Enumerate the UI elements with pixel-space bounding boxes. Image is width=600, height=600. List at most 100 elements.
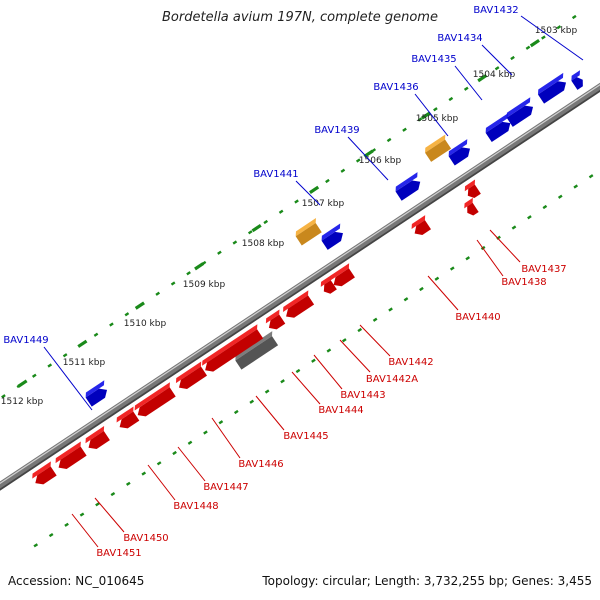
gene-arrow-top [464,179,476,192]
scale-label: 1508 kbp [242,239,285,249]
gene-label: BAV1449 [3,335,48,346]
tick-mark [417,117,423,122]
gene-arrow-body [323,280,337,294]
tick-mark [419,286,424,292]
tick-mark [340,168,346,173]
gene-arrow [321,223,343,250]
tick-mark [33,543,39,548]
gene-arrow-top [320,275,332,287]
gene-arrow [55,441,87,469]
rna-gene [425,134,452,162]
tick-mark [186,271,191,276]
tick-mark [295,368,301,374]
tick-mark [232,240,238,245]
label-leader-line [147,464,176,501]
tick-mark [187,440,193,445]
gene-arrow-body [467,202,479,216]
label-leader-line [476,239,504,277]
label-leader-line [71,513,99,548]
major-tick [420,111,432,120]
major-tick [477,73,488,83]
tick-mark [141,471,147,476]
gene-arrow-top [202,324,258,366]
tick-mark [47,363,53,368]
tick-mark [64,522,69,527]
gene-arrow-body [268,314,286,330]
gene-label: BAV1450 [123,533,168,544]
major-tick [17,379,28,388]
tick-mark [62,353,68,358]
gene-label: BAV1442 [388,357,433,368]
tick-mark [233,409,239,415]
gene-arrow-body [286,295,315,318]
gene-arrow-body [178,366,208,389]
tick-mark [386,137,392,143]
label-leader-line [347,136,389,181]
tick-mark [249,399,255,404]
tick-mark [557,194,563,199]
gene-arrow-body [321,231,343,250]
gene-arrow [265,309,286,330]
tick-mark [571,14,577,20]
tick-mark [388,307,393,312]
tick-mark [541,35,546,40]
gene-arrow-top [116,406,134,423]
tick-mark [341,338,347,343]
genome-backbone [0,82,600,489]
gene-arrow-body [537,81,567,104]
scale-label: 1505 kbp [416,114,459,124]
scale-label: 1510 kbp [124,319,167,329]
tick-mark [79,512,85,517]
tick-mark [203,430,208,435]
major-tick [251,223,262,233]
gene-label: BAV1439 [314,125,359,136]
tick-mark [155,291,161,296]
gene-arrow-body [395,180,421,201]
gene-label: BAV1445 [283,431,328,442]
tick-mark [402,127,407,132]
tick-mark [403,297,409,302]
tick-mark [217,250,222,255]
gene-arrow [464,197,479,216]
gene-label: BAV1436 [373,82,418,93]
gene-arrow-top [411,215,426,229]
major-tick [77,339,88,348]
gene-label: BAV1438 [501,277,546,288]
tick-mark [494,66,500,71]
scale-label: 1512 kbp [1,397,44,407]
gene-arrow [330,263,355,287]
gene-arrow [506,97,534,127]
gene-arrow [202,324,264,372]
tick-mark [124,312,130,317]
tick-mark [326,348,332,353]
gene-arrow-body [88,431,110,450]
gene-arrow-body [35,466,57,485]
gene-arrow-body [137,387,176,417]
gene-arrow [571,70,583,90]
label-leader-line [295,180,321,206]
label-leader-line [414,93,449,137]
gene-arrow-body [119,411,140,429]
gene-label: BAV1443 [340,390,385,401]
gene-arrow-body [85,388,108,407]
tick-mark [1,394,6,399]
major-tick [194,262,205,271]
gene-label: BAV1440 [455,312,500,323]
rna-gene-body [425,139,452,162]
tick-mark [95,502,100,507]
scale-label: 1509 kbp [183,280,226,290]
gene-arrow [537,72,567,104]
tick-mark [588,174,594,179]
rna-gene-body [295,223,322,246]
gene-arrow [448,139,471,166]
gene-arrow [116,406,140,429]
gene-arrow-top [464,197,473,209]
genome-summary-text: Topology: circular; Length: 3,732,255 bp… [262,574,592,588]
gene-arrow-body [485,121,511,143]
gene-arrow-top [55,441,81,464]
gene-arrow-top [395,172,418,192]
tick-mark [449,266,455,271]
label-leader-line [481,44,513,76]
tick-mark [542,204,548,210]
